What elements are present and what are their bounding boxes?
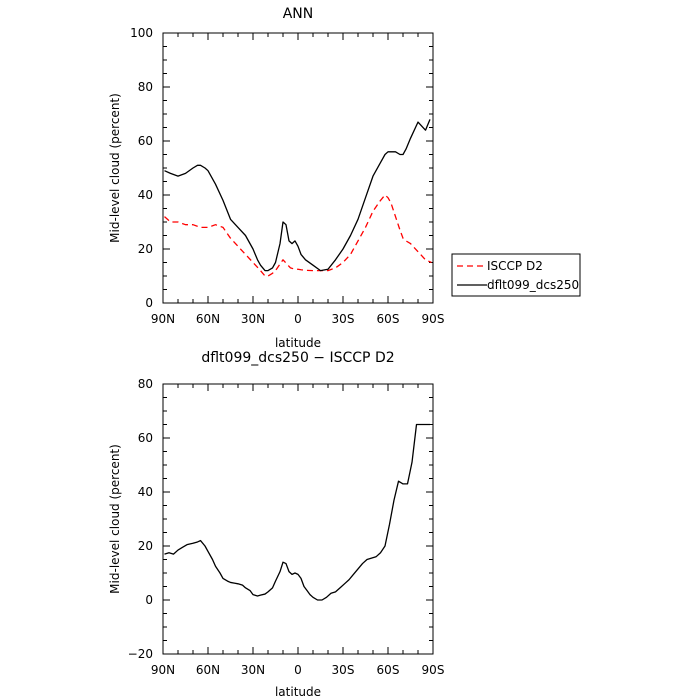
y-axis-title: Mid-level cloud (percent) [108, 444, 122, 594]
series-group [164, 423, 430, 601]
x-tick-label: 30N [241, 312, 265, 326]
y-axis-title: Mid-level cloud (percent) [108, 93, 122, 243]
x-tick-label: 30N [241, 663, 265, 677]
legend: ISCCP D2 dflt099_dcs250 [451, 253, 581, 297]
plot-title: dflt099_dcs250 − ISCCP D2 [201, 350, 394, 366]
y-tick-label: 20 [138, 539, 153, 553]
x-tick-label: 30S [332, 312, 355, 326]
legend-label-isccp-d2: ISCCP D2 [487, 259, 543, 273]
series-line-isccp-d2 [164, 194, 432, 277]
y-tick-label: 80 [138, 80, 153, 94]
x-tick-label: 60S [377, 312, 400, 326]
chart-mid-level-cloud-ann: ANN Mid-level cloud (percent) latitude 0… [108, 6, 444, 350]
y-ticks: −20 0 20 40 60 80 [128, 377, 433, 661]
y-tick-label: 20 [138, 242, 153, 256]
x-tick-label: 60S [377, 663, 400, 677]
x-tick-label: 90S [422, 663, 445, 677]
x-tick-label: 0 [294, 663, 302, 677]
legend-box [451, 253, 581, 297]
y-tick-label: 40 [138, 485, 153, 499]
series-line-difference [164, 423, 430, 601]
y-tick-label: 60 [138, 134, 153, 148]
legend-label-dflt099-dcs250: dflt099_dcs250 [487, 278, 579, 292]
x-tick-label: 90N [151, 663, 175, 677]
x-axis-title: latitude [275, 685, 321, 699]
y-tick-label: 80 [138, 377, 153, 391]
y-tick-label: 100 [130, 26, 153, 40]
y-tick-label: −20 [128, 647, 153, 661]
series-line-dflt099-dcs250 [164, 119, 431, 272]
y-tick-label: 40 [138, 188, 153, 202]
x-tick-label: 0 [294, 312, 302, 326]
x-ticks: 90N 60N 30N 0 30S 60S 90S [151, 33, 445, 326]
series-group [164, 119, 432, 277]
x-tick-label: 90N [151, 312, 175, 326]
y-ticks: 0 20 40 60 80 100 [130, 26, 433, 310]
y-tick-label: 0 [145, 296, 153, 310]
x-tick-label: 30S [332, 663, 355, 677]
x-tick-label: 60N [196, 663, 220, 677]
x-axis-title: latitude [275, 336, 321, 350]
plot-frame [162, 32, 434, 304]
x-tick-label: 60N [196, 312, 220, 326]
plot-title: ANN [283, 6, 314, 22]
y-tick-label: 0 [145, 593, 153, 607]
x-tick-label: 90S [422, 312, 445, 326]
plot-frame [162, 383, 434, 655]
x-ticks: 90N 60N 30N 0 30S 60S 90S [151, 384, 445, 677]
chart-mid-level-cloud-difference: dflt099_dcs250 − ISCCP D2 Mid-level clou… [108, 350, 444, 699]
y-tick-label: 60 [138, 431, 153, 445]
